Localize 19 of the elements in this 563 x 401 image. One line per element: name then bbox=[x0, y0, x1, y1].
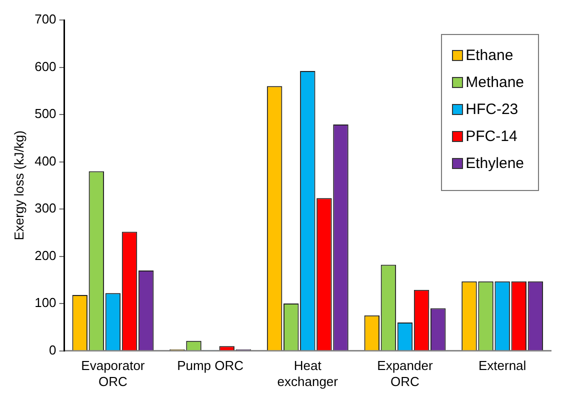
x-tick-label: Evaporator ORC bbox=[81, 358, 146, 389]
legend-label: Ethane bbox=[466, 47, 514, 64]
legend-label: Methane bbox=[466, 74, 524, 91]
x-tick-label: Expander ORC bbox=[377, 358, 434, 389]
y-tick-label: 200 bbox=[34, 248, 56, 263]
legend-label: PFC-14 bbox=[466, 128, 518, 145]
x-tick-label: Heat exchanger bbox=[277, 358, 339, 389]
y-tick-label: 100 bbox=[34, 295, 56, 310]
y-tick-label: 600 bbox=[34, 58, 56, 74]
y-tick-label: 300 bbox=[34, 200, 56, 216]
y-tick-label: 0 bbox=[49, 342, 56, 358]
y-axis-title: Exergy loss (kJ/kg) bbox=[11, 130, 26, 240]
x-tick-label: External bbox=[478, 358, 526, 374]
x-tick-label: Pump ORC bbox=[177, 358, 244, 374]
y-tick-label: 700 bbox=[34, 12, 56, 27]
legend-label: Ethylene bbox=[466, 155, 524, 172]
y-tick-label: 500 bbox=[34, 106, 56, 122]
legend-label: HFC-23 bbox=[466, 101, 518, 118]
y-tick-label: 400 bbox=[34, 153, 56, 168]
